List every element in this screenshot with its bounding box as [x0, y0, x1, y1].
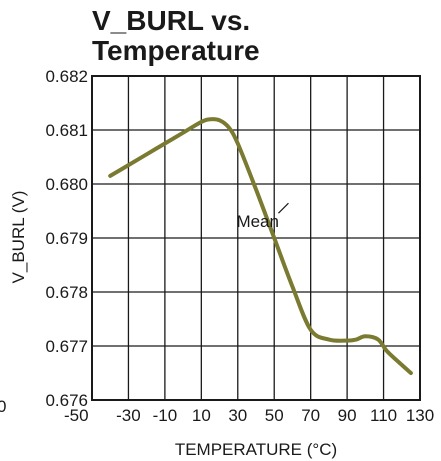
x-tick-label: 90 [338, 406, 357, 425]
annotation-mean: Mean [236, 212, 279, 231]
x-tick-label: -10 [153, 406, 178, 425]
chart-title-line1: V_BURL vs. [92, 5, 250, 36]
chart-title-line2: Temperature [92, 35, 260, 66]
grid [92, 76, 420, 400]
series-points [110, 119, 411, 374]
series-line-mean [108, 117, 413, 375]
y-tick-label: 0.677 [45, 337, 88, 356]
y-tick-labels: 0.682 0.681 0.680 0.679 0.678 0.677 0.676 [45, 67, 88, 410]
x-tick-label: 110 [370, 406, 397, 425]
y-tick-label: 0.676 [45, 391, 88, 410]
x-tick-label: 30 [228, 406, 247, 425]
y-tick-label: 0.678 [45, 283, 88, 302]
x-tick-label: -50 [64, 406, 89, 425]
y-tick-label: 0.679 [45, 229, 88, 248]
x-tick-label: 10 [192, 406, 211, 425]
x-tick-label: 50 [265, 406, 284, 425]
y-tick-label: 0.682 [45, 67, 88, 86]
y-tick-label: 0.681 [45, 121, 88, 140]
y-axis-label: V_BURL (V) [9, 191, 28, 284]
x-axis-label: TEMPERATURE (°C) [175, 440, 337, 459]
stray-label: 0 [0, 397, 6, 416]
x-tick-labels: -50 -30 -10 10 30 50 70 90 110 130 [64, 406, 434, 425]
x-tick-label: 70 [301, 406, 320, 425]
plot-frame [91, 75, 421, 401]
annotation-leader [278, 202, 289, 214]
x-tick-label: -30 [116, 406, 141, 425]
y-tick-label: 0.680 [45, 175, 88, 194]
x-tick-label: 130 [406, 406, 434, 425]
